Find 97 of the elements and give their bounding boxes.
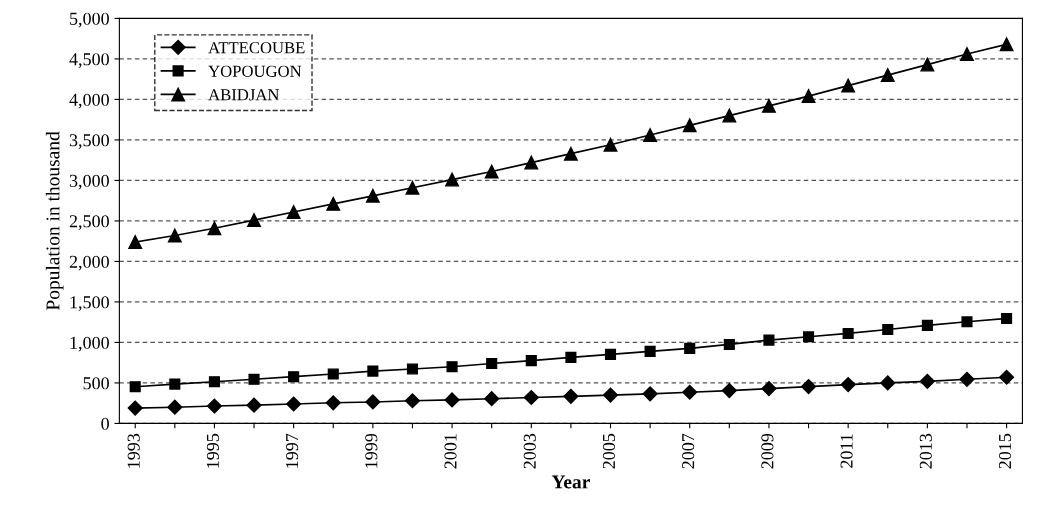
point — [405, 180, 420, 195]
point — [286, 205, 301, 219]
point — [446, 361, 458, 373]
y-tick-label: 3,000 — [69, 174, 109, 190]
point — [365, 394, 381, 410]
point — [247, 213, 261, 228]
y-tick-label: 1,000 — [70, 336, 109, 352]
x-tick-label: 1999 — [365, 433, 378, 468]
point — [208, 376, 220, 388]
point — [841, 78, 856, 93]
x-tick-label: 2003 — [523, 433, 536, 469]
point — [246, 397, 262, 413]
point — [999, 369, 1015, 385]
point — [960, 47, 974, 61]
x-tick-label: 2005 — [602, 433, 616, 469]
point — [406, 363, 419, 375]
x-tick-label: 1995 — [206, 433, 219, 468]
point — [365, 188, 380, 203]
point — [642, 386, 658, 402]
point — [723, 338, 735, 351]
point — [128, 235, 143, 249]
point — [763, 334, 775, 346]
x-tick-label: 1993 — [127, 433, 140, 468]
point — [206, 398, 222, 414]
point — [880, 375, 896, 391]
x-tick-label: 2013 — [919, 433, 932, 469]
point — [761, 381, 777, 397]
x-tick-label: 2011 — [840, 434, 853, 468]
point — [842, 327, 854, 339]
point — [167, 399, 183, 415]
point — [999, 37, 1014, 52]
point — [801, 89, 816, 104]
point — [248, 373, 260, 385]
point — [684, 342, 696, 354]
point — [484, 164, 499, 179]
point — [169, 378, 181, 390]
point — [207, 221, 222, 236]
y-tick-label: 3,500 — [69, 134, 109, 149]
point — [682, 118, 697, 133]
point — [444, 392, 460, 408]
x-tick-label: 2007 — [682, 433, 695, 469]
x-tick-label: 2009 — [761, 433, 774, 469]
point — [643, 128, 658, 143]
point — [563, 146, 578, 161]
point — [840, 376, 856, 393]
point — [761, 98, 776, 113]
point — [721, 383, 737, 399]
point — [959, 371, 975, 387]
point — [604, 348, 617, 360]
y-tick-label: 2,000 — [69, 255, 109, 271]
point — [404, 393, 421, 409]
point — [525, 355, 537, 367]
point — [722, 108, 737, 123]
point — [563, 388, 579, 404]
point — [288, 371, 300, 383]
point — [565, 351, 577, 363]
x-tick-label: 2015 — [998, 433, 1012, 469]
point — [882, 323, 894, 336]
y-tick-label: 5,000 — [70, 12, 109, 28]
y-tick-label: 1,500 — [70, 296, 109, 311]
point — [167, 228, 182, 243]
y-tick-label: 500 — [83, 377, 109, 390]
point — [919, 373, 935, 389]
x-tick-label: 1997 — [286, 433, 299, 468]
y-tick-label: 0 — [101, 417, 109, 430]
point — [127, 400, 143, 416]
point — [484, 391, 500, 407]
point — [445, 172, 460, 187]
point — [880, 68, 895, 83]
point — [802, 331, 815, 343]
y-axis-title: Population in thousand — [45, 131, 64, 311]
legend-label: ABIDJAN — [208, 89, 280, 101]
point — [602, 387, 619, 403]
point — [129, 381, 141, 393]
legend-label: ATTECOUBE — [208, 42, 305, 54]
point — [327, 368, 339, 380]
point — [921, 319, 933, 331]
point — [920, 57, 935, 72]
x-axis-title: Year — [551, 475, 590, 489]
point — [367, 365, 379, 377]
x-tick-label: 2001 — [444, 434, 457, 469]
y-tick-label: 2,500 — [69, 215, 109, 230]
point — [644, 345, 656, 357]
point — [523, 389, 539, 406]
point — [800, 379, 817, 395]
point — [486, 357, 498, 370]
point — [326, 196, 341, 211]
legend-label: YOPOUGON — [208, 65, 302, 77]
y-tick-label: 4,500 — [69, 53, 109, 68]
point — [286, 396, 302, 412]
point — [603, 137, 618, 152]
point — [961, 316, 973, 328]
point — [325, 395, 341, 411]
y-tick-label: 4,000 — [69, 93, 109, 109]
point — [1001, 312, 1013, 325]
point — [524, 155, 539, 170]
point — [682, 384, 698, 400]
